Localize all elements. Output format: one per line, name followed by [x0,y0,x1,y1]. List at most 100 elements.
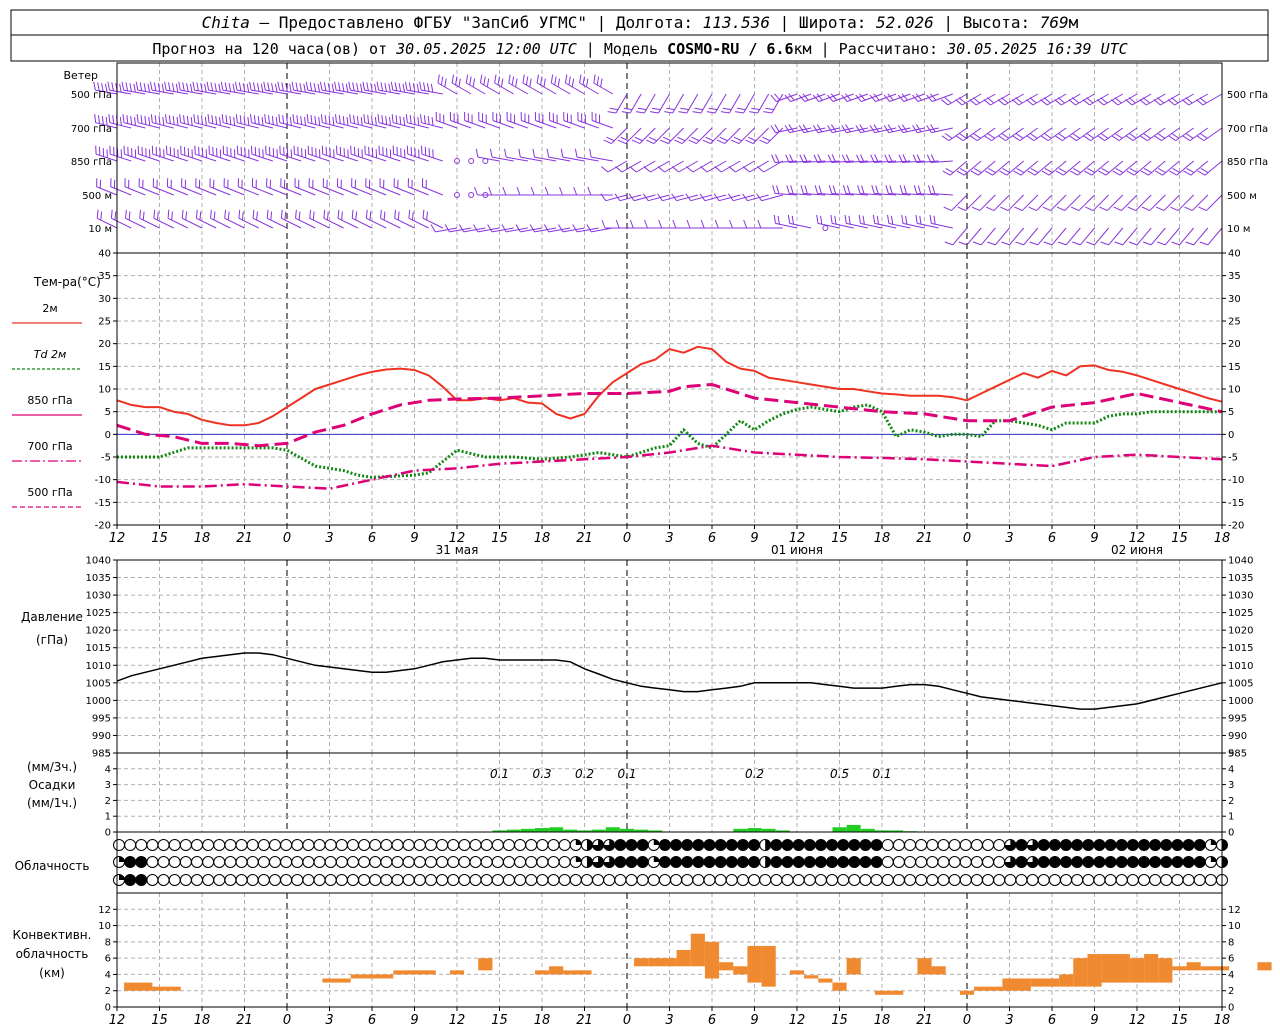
wind-barb-feather [649,111,659,114]
wind-barb [93,81,118,95]
wind-barb-staff [706,160,727,173]
wind-barb-staff [681,127,699,144]
wind-barb [309,209,330,229]
cloud-circle [881,874,894,886]
wind-barb-feather [784,94,791,102]
cloud-symbol [1182,874,1195,886]
conv-ytick-label-left: 12 [98,905,111,916]
cloud-symbol [313,874,326,886]
temp-xtick-label: 12 [109,531,126,546]
wind-barb-feather [183,115,185,124]
precip-amount-label: 0.2 [575,767,594,781]
wind-barb [1054,93,1081,106]
cloud-circle [625,874,638,886]
header-lat: 52.026 [876,13,934,32]
wind-barb-feather [798,125,805,133]
wind-barb [166,178,189,196]
wind-barb-feather [787,214,791,224]
cloud-symbol [625,856,638,868]
wind-barb-feather [1171,241,1180,246]
wind-barb [983,93,1010,106]
cloud-symbol [424,856,437,868]
wind-barb [307,145,330,162]
cloud-symbol [982,839,995,851]
wind-barb [407,178,429,196]
wind-barb-feather [360,117,363,126]
cloud-circle [502,874,515,886]
wind-barb [504,148,528,162]
precip-bar [605,827,620,832]
wind-barb-staff [463,227,486,233]
wind-barb [1041,160,1067,176]
wind-barb-feather [324,115,327,124]
wind-barb [487,224,514,233]
wind-barb-feather [126,115,129,124]
wind-barb [813,154,840,164]
cloud-circle [135,839,148,851]
wind-barb-feather [327,83,331,92]
cloud-circle [268,874,281,886]
cloud-circle [280,874,293,886]
wind-barb [501,224,528,233]
wind-barb-feather [802,93,809,101]
wind-barb [589,148,613,162]
cloud-symbol [514,874,527,886]
wind-barb-feather [142,211,145,221]
wind-barb [391,114,415,129]
wind-barb-feather [955,99,963,106]
wind-barb-feather [261,117,264,126]
conv-ytick-label-left: 8 [105,937,111,948]
wind-barb-feather [235,114,238,123]
wind-barb [181,178,203,196]
cloud-circle [413,839,426,851]
wind-barb [942,160,968,176]
wind-barb [720,93,741,114]
wind-barb-feather [1029,97,1037,104]
legend-label-3: 700 гПа [27,440,72,453]
cloud-symbol [1015,839,1028,851]
cloud-half [1222,856,1228,868]
wind-barb [492,111,514,129]
wind-barb [855,124,883,134]
wind-barb [451,74,472,95]
temp-xtick-label: 15 [1171,531,1188,546]
wind-barb-feather [156,211,159,221]
cloud-circle [1193,874,1206,886]
wind-barb [901,214,925,229]
cloud-circle [502,839,515,851]
cloud-symbol [335,839,348,851]
wind-barb-staff [576,227,599,233]
conv-ytick-label-left: 6 [105,954,111,965]
cloud-symbol [1160,839,1173,851]
wind-barb [502,186,528,196]
wind-barb [207,114,231,129]
wind-barb [929,214,953,229]
cloud-symbol [358,839,371,851]
wind-barb [516,186,542,196]
wind-barb-feather [171,83,175,92]
cloud-circle [502,856,515,868]
wind-barb [377,114,401,129]
wind-barb-staff [1119,160,1138,176]
wind-barb-feather [582,76,585,86]
cloud-circle [558,874,571,886]
cloud-title: Облачность [15,859,90,873]
wind-barb-feather [422,209,425,219]
wind-barb-feather [658,219,663,229]
cloud-circle [937,839,950,851]
wind-barb-feather [1141,206,1150,212]
cloud-circle [948,856,961,868]
wind-barb-feather [736,107,746,111]
pressure-ytick-label-left: 1035 [86,573,111,584]
wind-barb-feather [817,154,822,163]
wind-barb [549,111,571,129]
wind-barb [1127,194,1152,212]
wind-barb [1001,227,1025,246]
wind-barb [742,193,769,202]
conv-bar [1129,958,1145,983]
wind-barb [1083,127,1109,142]
wind-barb-staff [1076,127,1095,142]
cloud-symbol [502,874,515,886]
wind-barb-staff [728,93,741,114]
cloud-circle [380,839,393,851]
